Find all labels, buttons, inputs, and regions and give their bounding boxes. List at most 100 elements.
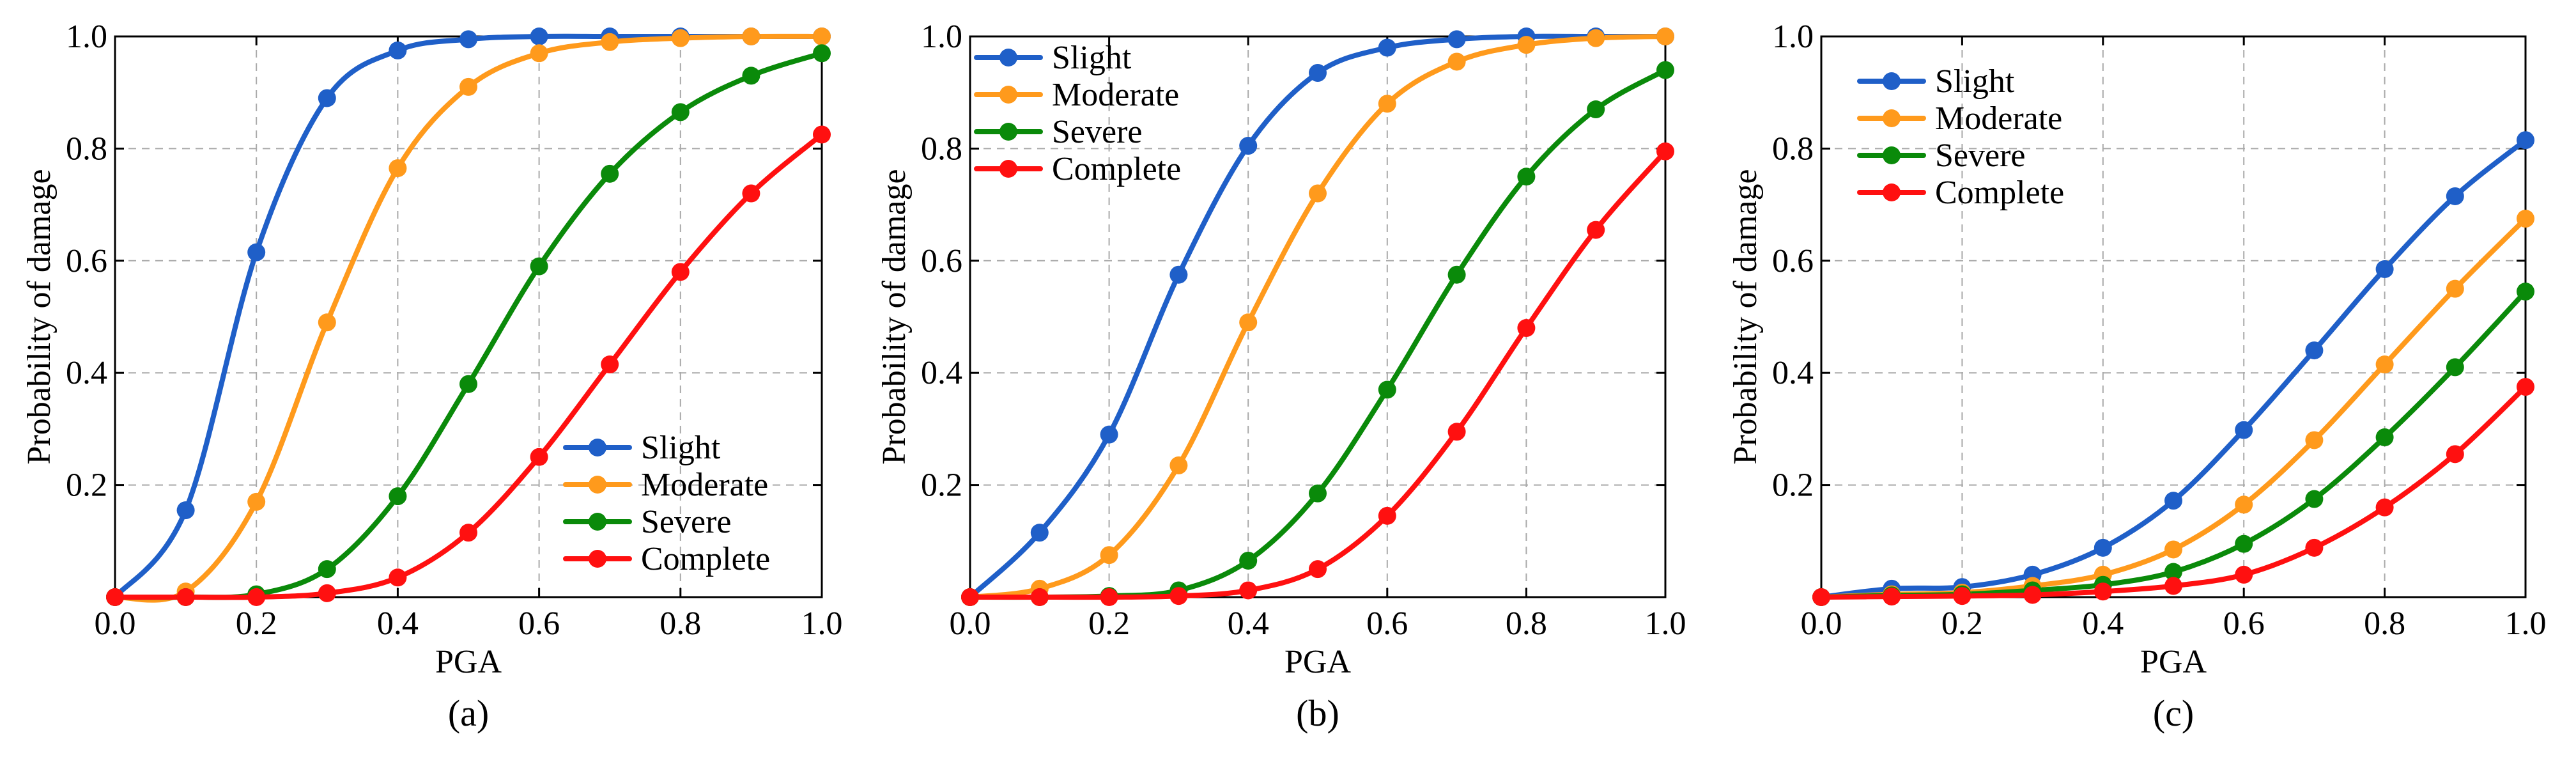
data-point-complete <box>2305 538 2324 557</box>
data-point-slight <box>318 89 336 107</box>
x-tick-label: 1.0 <box>2505 605 2547 642</box>
data-point-moderate <box>2375 355 2394 374</box>
y-tick-label: 0.4 <box>921 355 962 391</box>
data-point-complete <box>961 588 979 606</box>
data-point-complete <box>1587 221 1605 239</box>
data-point-complete <box>1169 587 1188 605</box>
data-point-severe <box>2235 534 2253 553</box>
x-tick-label: 0.0 <box>95 605 136 642</box>
data-point-slight <box>1100 425 1118 444</box>
y-tick-label: 0.6 <box>1772 243 1814 279</box>
data-point-severe <box>2164 563 2182 581</box>
x-tick-label: 0.2 <box>1941 605 1983 642</box>
legend-marker-slight <box>589 439 606 456</box>
data-point-complete <box>1378 506 1396 525</box>
legend-marker-complete <box>589 550 606 568</box>
data-point-complete <box>2023 586 2042 604</box>
y-tick-label: 0.6 <box>66 243 107 279</box>
data-point-slight <box>1030 524 1049 542</box>
data-point-moderate <box>1517 36 1536 54</box>
data-point-severe <box>459 375 477 393</box>
y-tick-label: 0.8 <box>66 130 107 167</box>
data-point-complete <box>2517 378 2534 396</box>
data-point-complete <box>1030 588 1049 606</box>
data-point-severe <box>1309 484 1327 503</box>
data-point-complete <box>530 448 548 466</box>
y-tick-label: 1.0 <box>921 19 962 55</box>
data-point-complete <box>176 588 195 606</box>
data-point-complete <box>1100 588 1118 606</box>
x-tick-label: 1.0 <box>1645 605 1686 642</box>
data-point-slight <box>1239 137 1258 155</box>
data-point-complete <box>1812 588 1830 606</box>
data-point-moderate <box>1656 27 1674 45</box>
x-tick-label: 0.4 <box>1228 605 1269 642</box>
data-point-slight <box>1447 30 1466 49</box>
data-point-severe <box>1656 61 1674 79</box>
data-point-slight <box>176 501 195 520</box>
data-point-moderate <box>1100 546 1118 565</box>
data-point-complete <box>247 588 266 606</box>
data-point-severe <box>2446 358 2464 377</box>
data-point-complete <box>1953 587 1971 605</box>
x-tick-label: 0.4 <box>377 605 419 642</box>
y-tick-label: 0.6 <box>921 243 962 279</box>
data-point-moderate <box>318 313 336 332</box>
data-point-severe <box>671 103 690 121</box>
legend-marker-severe <box>999 123 1017 141</box>
data-point-severe <box>2517 283 2534 301</box>
data-point-complete <box>2164 577 2182 595</box>
y-tick-label: 0.4 <box>66 355 107 391</box>
data-point-moderate <box>601 33 619 51</box>
x-tick-label: 1.0 <box>801 605 843 642</box>
data-point-complete <box>2375 498 2394 517</box>
data-point-moderate <box>2305 431 2324 449</box>
y-tick-label: 0.2 <box>1772 467 1814 504</box>
legend-label: Complete <box>1935 175 2064 211</box>
y-tick-label: 0.2 <box>66 467 107 504</box>
x-tick-label: 0.6 <box>518 605 560 642</box>
x-axis-label: PGA <box>2140 644 2207 680</box>
legend-label: Slight <box>641 430 721 466</box>
legend-marker-moderate <box>999 86 1017 104</box>
data-point-moderate <box>2446 279 2464 298</box>
series-lines <box>1819 137 2528 600</box>
data-point-slight <box>2305 341 2324 360</box>
series-line-slight <box>1819 137 2528 600</box>
data-point-severe <box>1587 100 1605 119</box>
x-tick-label: 0.6 <box>2223 605 2265 642</box>
data-point-complete <box>459 524 477 542</box>
data-point-complete <box>389 568 407 587</box>
legend-marker-complete <box>1883 183 1901 201</box>
panel-label: (b) <box>1296 692 1339 734</box>
data-point-slight <box>2517 131 2534 150</box>
data-point-severe <box>389 487 407 506</box>
y-tick-label: 1.0 <box>66 19 107 55</box>
legend-label: Moderate <box>1935 100 2062 137</box>
data-point-complete <box>1656 142 1674 160</box>
data-point-moderate <box>247 492 266 511</box>
series-markers <box>1812 131 2534 606</box>
data-point-moderate <box>530 44 548 63</box>
data-point-slight <box>530 27 548 45</box>
legend-marker-severe <box>1883 146 1901 164</box>
series-line-complete <box>968 148 1668 600</box>
data-point-moderate <box>671 29 690 47</box>
data-point-severe <box>1447 265 1466 284</box>
data-point-severe <box>530 257 548 276</box>
data-point-slight <box>459 30 477 49</box>
data-point-moderate <box>2164 540 2182 559</box>
x-tick-label: 0.8 <box>2364 605 2405 642</box>
data-point-slight <box>2375 260 2394 278</box>
chart-panel-c: 0.0 0.2 0.4 0.6 0.8 1.0 0.2 0.4 0.6 0.8 1.0 PGA Prob… <box>1727 19 2547 734</box>
y-tick-label: 1.0 <box>1772 19 1814 55</box>
data-point-complete <box>1309 560 1327 579</box>
data-point-slight <box>1309 64 1327 82</box>
data-point-moderate <box>389 159 407 178</box>
data-point-slight <box>1169 265 1188 284</box>
data-point-slight <box>389 41 407 59</box>
data-point-severe <box>1378 380 1396 399</box>
data-point-severe <box>2305 490 2324 508</box>
data-point-complete <box>106 588 124 606</box>
